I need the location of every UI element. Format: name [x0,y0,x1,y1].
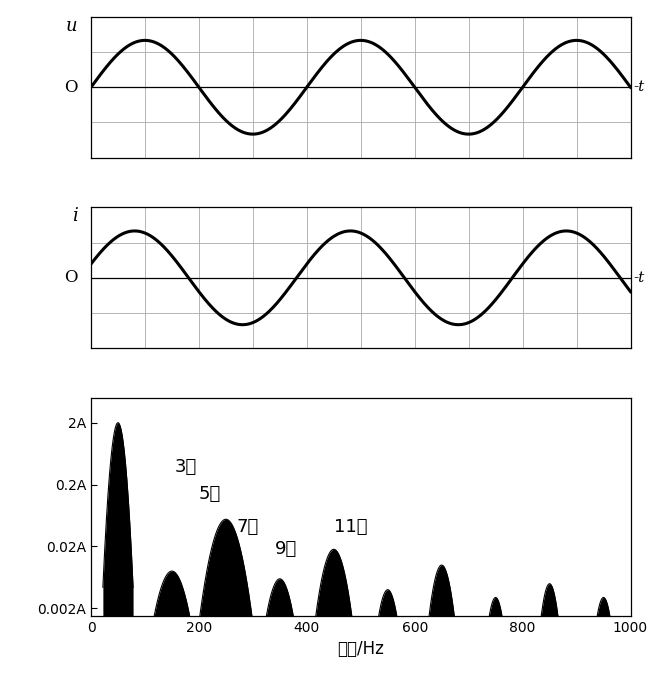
X-axis label: 频率/Hz: 频率/Hz [337,640,384,659]
Text: 7次: 7次 [237,517,259,536]
Text: O: O [64,269,77,286]
Text: -t: -t [633,271,644,285]
Text: 11次: 11次 [334,517,367,536]
Text: 5次: 5次 [199,485,221,503]
Text: -t: -t [633,81,644,94]
Text: u: u [66,17,77,35]
Text: 9次: 9次 [274,540,296,558]
Text: O: O [64,79,77,95]
Text: i: i [72,207,77,225]
Text: 3次: 3次 [175,458,197,475]
